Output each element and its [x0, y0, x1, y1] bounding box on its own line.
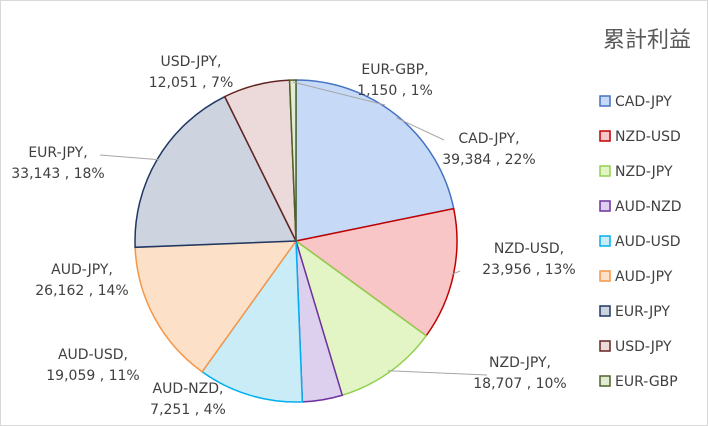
chart-title: 累計利益: [603, 28, 691, 53]
legend-label-cad-jpy: CAD-JPY: [615, 94, 672, 110]
legend-swatch-eur-jpy: [599, 305, 611, 317]
leader-line-eur-gbp: [292, 81, 386, 106]
data-label-nzd-usd: NZD-USD, 23,956 , 13%: [482, 241, 575, 278]
leader-line-eur-jpy: [99, 154, 160, 161]
pie-slice-nzd-jpy: [294, 239, 428, 397]
legend-swatch-aud-jpy: [599, 270, 611, 282]
legend-swatch-aud-usd: [599, 235, 611, 247]
data-label-cad-jpy: CAD-JPY, 39,384 , 22%: [442, 131, 535, 168]
pie-slice-aud-usd: [201, 238, 304, 403]
legend-swatch-usd-jpy: [599, 340, 611, 352]
pie-slice-nzd-usd: [294, 207, 458, 337]
legend-label-eur-jpy: EUR-JPY: [615, 304, 670, 320]
legend-swatch-eur-gbp: [599, 375, 611, 387]
legend-label-aud-nzd: AUD-NZD: [615, 199, 682, 215]
pie-slice-cad-jpy: [295, 79, 455, 242]
legend-label-nzd-usd: NZD-USD: [615, 129, 681, 145]
pie-slice-eur-jpy: [134, 95, 298, 249]
legend-label-aud-jpy: AUD-JPY: [615, 269, 673, 285]
pie-slice-eur-gbp: [288, 79, 297, 242]
data-label-usd-jpy: USD-JPY, 12,051 , 7%: [149, 54, 234, 91]
data-label-aud-nzd: AUD-NZD, 7,251 , 4%: [150, 381, 226, 418]
legend-swatch-cad-jpy: [599, 95, 611, 107]
legend-swatch-nzd-jpy: [599, 165, 611, 177]
leader-line-nzd-usd: [451, 270, 461, 276]
legend-label-aud-usd: AUD-USD: [615, 234, 681, 250]
data-label-eur-jpy: EUR-JPY, 33,143 , 18%: [11, 145, 104, 182]
data-label-aud-jpy: AUD-JPY, 26,162 , 14%: [35, 262, 128, 299]
legend-label-eur-gbp: EUR-GBP: [615, 374, 678, 390]
data-label-nzd-jpy: NZD-JPY, 18,707 , 10%: [473, 355, 566, 392]
pie-slice-aud-jpy: [134, 240, 298, 373]
data-label-aud-usd: AUD-USD, 19,059 , 11%: [46, 347, 139, 384]
legend-swatch-nzd-usd: [599, 130, 611, 142]
legend-label-usd-jpy: USD-JPY: [615, 339, 672, 355]
leader-line-nzd-jpy: [387, 370, 488, 376]
legend: CAD-JPY NZD-USD NZD-JPY AUD-NZD AUD-USD AUD-J…: [599, 94, 682, 390]
data-label-eur-gbp: EUR-GBP, 1,150 , 1%: [357, 62, 433, 99]
leader-line-cad-jpy: [396, 117, 445, 141]
legend-swatch-aud-nzd: [599, 200, 611, 212]
legend-label-nzd-jpy: NZD-JPY: [615, 164, 673, 180]
